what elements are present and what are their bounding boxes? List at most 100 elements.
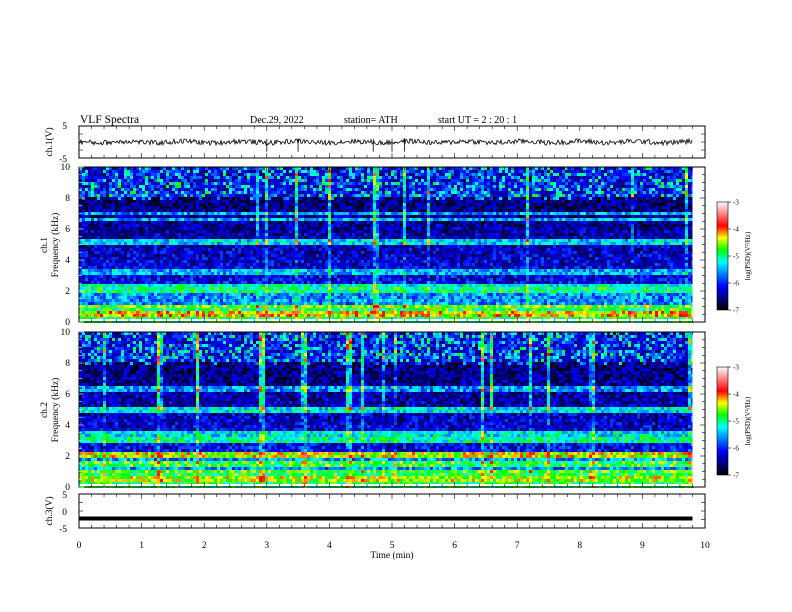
spectrogram-cell <box>79 191 82 194</box>
spectrogram-cell <box>373 176 376 179</box>
spectrogram-cell <box>268 215 271 218</box>
spectrogram-cell <box>514 218 517 221</box>
spectrogram-cell <box>178 200 181 203</box>
spectrogram-cell <box>286 188 289 191</box>
spectrogram-cell <box>688 212 691 215</box>
spectrogram-cell <box>91 170 94 173</box>
spectrogram-cell <box>667 218 670 221</box>
spectrogram-cell <box>349 185 352 188</box>
spectrogram-cell <box>130 203 133 206</box>
spectrogram-cell <box>577 170 580 173</box>
spectrogram-cell <box>484 170 487 173</box>
spectrogram-cell <box>184 200 187 203</box>
spectrogram-cell <box>502 194 505 197</box>
spectrogram-cell <box>289 170 292 173</box>
spectrogram-cell <box>271 194 274 197</box>
spectrogram-cell <box>424 179 427 182</box>
spectrogram-cell <box>163 203 166 206</box>
spectrogram-cell <box>487 203 490 206</box>
spectrogram-cell <box>283 170 286 173</box>
spectrogram-cell <box>118 230 121 233</box>
spectrogram-cell <box>91 230 94 233</box>
spectrogram-cell <box>121 212 124 215</box>
spectrogram-cell <box>433 236 436 239</box>
spectrogram-cell <box>628 197 631 200</box>
spectrogram-cell <box>646 173 649 176</box>
spectrogram-cell <box>421 221 424 224</box>
spectrogram-cell <box>364 209 367 212</box>
spectrogram-cell <box>166 188 169 191</box>
spectrogram-cell <box>529 212 532 215</box>
spectrogram-cell <box>172 203 175 206</box>
spectrogram-cell <box>466 224 469 227</box>
spectrogram-cell <box>262 221 265 224</box>
spectrogram-cell <box>274 185 277 188</box>
spectrogram-cell <box>484 176 487 179</box>
spectrogram-cell <box>247 206 250 209</box>
spectrogram-cell <box>547 203 550 206</box>
spectrogram-cell <box>625 191 628 194</box>
spectrogram-cell <box>643 227 646 230</box>
spectrogram-cell <box>685 176 688 179</box>
spectrogram-cell <box>418 227 421 230</box>
spectrogram-cell <box>358 197 361 200</box>
spectrogram-cell <box>355 224 358 227</box>
spectrogram-cell <box>346 212 349 215</box>
spectrogram-cell <box>412 206 415 209</box>
spectrogram-cell <box>604 197 607 200</box>
spectrogram-cell <box>448 176 451 179</box>
spectrogram-cell <box>466 209 469 212</box>
spectrogram-cell <box>496 191 499 194</box>
spectrogram-cell <box>406 206 409 209</box>
spectrogram-cell <box>457 209 460 212</box>
spectrogram-cell <box>310 218 313 221</box>
spectrogram-cell <box>514 188 517 191</box>
spectrogram-cell <box>130 200 133 203</box>
spectrogram-cell <box>238 179 241 182</box>
spectrogram-cell <box>112 224 115 227</box>
spectrogram-cell <box>280 173 283 176</box>
spectrogram-cell <box>682 233 685 236</box>
spectrogram-cell <box>571 227 574 230</box>
spectrogram-cell <box>343 236 346 239</box>
spectrogram-cell <box>469 182 472 185</box>
spectrogram-cell <box>325 212 328 215</box>
spectrogram-cell <box>460 206 463 209</box>
spectrogram-cell <box>547 206 550 209</box>
spectrogram-cell <box>376 221 379 224</box>
spectrogram-cell <box>340 209 343 212</box>
spectrogram-cell <box>496 224 499 227</box>
spectrogram-cell <box>622 200 625 203</box>
spectrogram-cell <box>283 230 286 233</box>
spectrogram-cell <box>331 227 334 230</box>
spectrogram-cell <box>460 233 463 236</box>
spectrogram-cell <box>688 176 691 179</box>
spectrogram-cell <box>106 203 109 206</box>
spectrogram-cell <box>94 212 97 215</box>
spectrogram-cell <box>187 209 190 212</box>
spectrogram-cell <box>301 194 304 197</box>
spectrogram-cell <box>514 236 517 239</box>
spectrogram-cell <box>139 203 142 206</box>
spectrogram-cell <box>577 200 580 203</box>
spectrogram-cell <box>295 191 298 194</box>
spectrogram-cell <box>658 233 661 236</box>
spectrogram-cell <box>100 203 103 206</box>
spectrogram-cell <box>442 206 445 209</box>
spectrogram-cell <box>520 236 523 239</box>
spectrogram-cell <box>340 224 343 227</box>
spectrogram-cell <box>499 197 502 200</box>
spectrogram-cell <box>466 197 469 200</box>
spectrogram-cell <box>208 170 211 173</box>
spectrogram-cell <box>430 167 433 170</box>
spectrogram-cell <box>271 200 274 203</box>
spectrogram-cell <box>166 197 169 200</box>
spectrogram-cell <box>514 173 517 176</box>
spectrogram-cell <box>235 206 238 209</box>
spectrogram-cell <box>577 230 580 233</box>
spectrogram-cell <box>451 200 454 203</box>
spectrogram-cell <box>298 170 301 173</box>
spectrogram-cell <box>346 206 349 209</box>
spectrogram-cell <box>406 170 409 173</box>
spectrogram-cell <box>535 209 538 212</box>
